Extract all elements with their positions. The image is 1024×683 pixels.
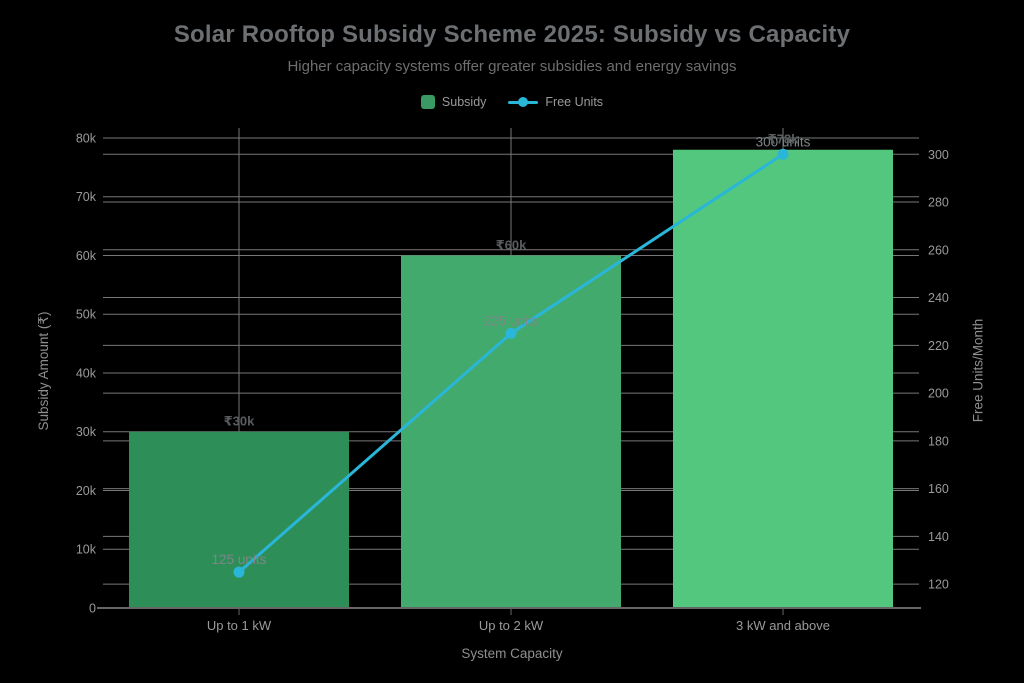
line-value-label: 125 units: [212, 552, 267, 567]
y-axis-right-tick-label: 180: [928, 434, 949, 448]
legend-label-free-units: Free Units: [545, 95, 604, 109]
y-axis-right-tick-label: 160: [928, 482, 949, 496]
bar-value-label: ₹60k: [496, 237, 528, 252]
line-point-up-to-2-kw[interactable]: [505, 327, 517, 339]
bar-value-label: ₹78k: [768, 132, 800, 147]
y-axis-left-tick-label: 20k: [76, 484, 97, 498]
line-point-3-kw-and-above[interactable]: [777, 148, 789, 160]
y-axis-right-tick-label: 220: [928, 339, 949, 353]
y-axis-right-tick-label: 260: [928, 243, 949, 257]
y-axis-left-tick-label: 40k: [76, 366, 97, 380]
y-axis-left-tick-label: 80k: [76, 131, 97, 145]
legend: Subsidy Free Units: [0, 92, 1024, 112]
x-axis-category-label: Up to 2 kW: [479, 618, 544, 633]
y-axis-title-right: Free Units/Month: [970, 318, 986, 423]
y-axis-left-tick-label: 0: [89, 602, 96, 616]
legend-item-subsidy[interactable]: Subsidy: [420, 95, 487, 109]
y-axis-right-tick-label: 120: [928, 578, 949, 592]
y-axis-title-left: Subsidy Amount (₹): [36, 311, 51, 431]
y-axis-left-tick-label: 70k: [76, 190, 97, 204]
subsidy-bar-swatch-icon: [420, 95, 435, 109]
y-axis-right-tick-label: 280: [928, 196, 949, 210]
line-value-label: 300 units: [756, 134, 811, 149]
bar-value-label: ₹30k: [224, 414, 256, 429]
y-axis-right-tick-label: 140: [928, 530, 949, 544]
bar-up-to-1-kw[interactable]: [129, 431, 349, 608]
y-axis-left-tick-label: 60k: [76, 249, 97, 263]
y-axis-right-tick-label: 240: [928, 291, 949, 305]
free-units-line-swatch-icon: [508, 96, 539, 108]
y-axis-left-tick-label: 50k: [76, 308, 97, 322]
x-axis-title: System Capacity: [461, 646, 563, 661]
chart-title: Solar Rooftop Subsidy Scheme 2025: Subsi…: [173, 21, 851, 48]
y-axis-right-tick-label: 300: [928, 148, 949, 162]
x-axis-category-label: Up to 1 kW: [207, 618, 272, 633]
chart-subtitle: Higher capacity systems offer greater su…: [287, 58, 737, 75]
x-axis-category-label: 3 kW and above: [736, 618, 830, 633]
bar-up-to-2-kw[interactable]: [401, 255, 621, 608]
bar-3-kw-and-above[interactable]: [673, 149, 893, 608]
legend-item-free-units[interactable]: Free Units: [508, 95, 603, 109]
line-point-up-to-1-kw[interactable]: [233, 566, 245, 578]
legend-label-subsidy: Subsidy: [441, 95, 487, 109]
y-axis-left-tick-label: 30k: [76, 425, 97, 439]
y-axis-right-tick-label: 200: [928, 387, 949, 401]
line-value-label: 225 units: [484, 313, 539, 328]
y-axis-left-tick-label: 10k: [76, 543, 97, 557]
